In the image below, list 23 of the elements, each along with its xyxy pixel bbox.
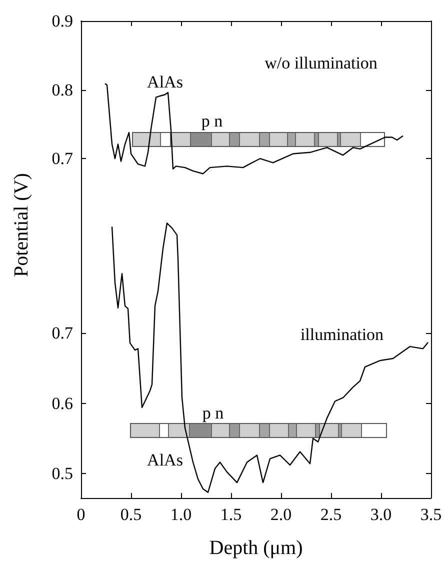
annotation: p n bbox=[202, 404, 224, 423]
y-tick-label: 0.7 bbox=[52, 149, 74, 168]
x-tick-label: 0.5 bbox=[120, 505, 142, 524]
annotation: AlAs bbox=[147, 450, 183, 470]
annotation: AlAs bbox=[147, 72, 183, 92]
x-tick-label: 1.5 bbox=[220, 505, 242, 524]
y-tick-label: 0.8 bbox=[52, 80, 73, 100]
y-axis-title: Potential (V) bbox=[10, 173, 34, 277]
x-tick-label: 0 bbox=[76, 505, 86, 524]
y-tick-label: 0.6 bbox=[52, 394, 73, 413]
x-tick-label: 3.5 bbox=[420, 505, 442, 524]
annotation: illumination bbox=[300, 325, 384, 344]
x-tick-label: 2.0 bbox=[270, 505, 292, 524]
line-series bbox=[111, 222, 429, 493]
x-tick-label: 3.0 bbox=[370, 505, 392, 524]
y-tick-label: 0.5 bbox=[52, 464, 73, 483]
x-tick-label: 1.0 bbox=[170, 505, 192, 524]
x-axis-title: Depth (μm) bbox=[209, 537, 303, 559]
x-tick-label: 2.5 bbox=[320, 505, 342, 524]
annotation: p n bbox=[201, 111, 224, 130]
annotation: w/o illumination bbox=[264, 53, 378, 72]
y-tick-label: 0.7 bbox=[52, 324, 74, 343]
y-tick-label: 0.9 bbox=[52, 12, 73, 30]
